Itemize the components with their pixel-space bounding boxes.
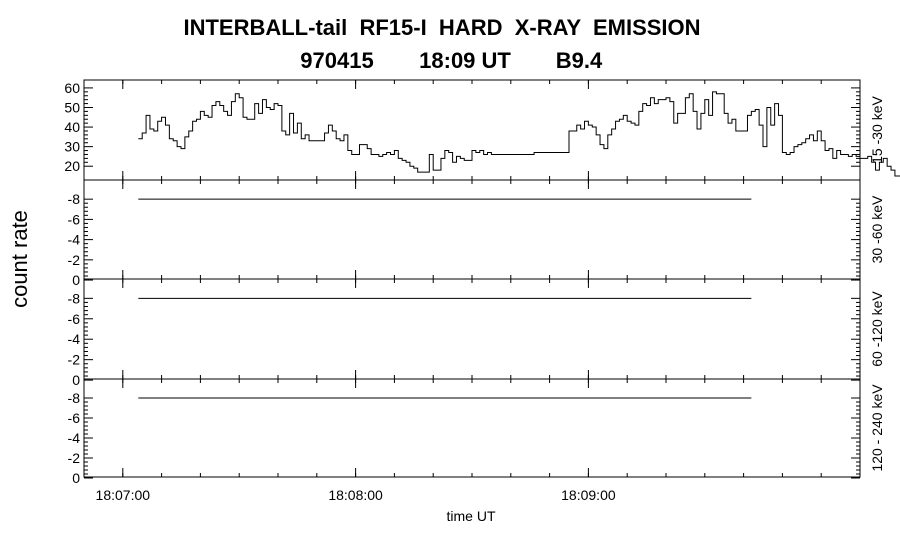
y-tick-label: -4 [68, 331, 81, 347]
panel-frame [83, 179, 861, 280]
panel-energy-label: 15 -30 keV [869, 95, 885, 163]
y-tick-label: -6 [68, 211, 81, 227]
panel-energy-label: 30 -60 keV [869, 195, 885, 263]
panel-energy-label: 120 - 240 keV [869, 384, 885, 472]
y-tick-label: -6 [68, 410, 81, 426]
y-tick-label: 40 [64, 119, 80, 135]
y-tick-label: 0 [72, 272, 80, 288]
x-tick-label: 18:09:00 [561, 487, 616, 503]
y-tick-label: -2 [68, 352, 81, 368]
subtitle-class: B9.4 [556, 48, 603, 73]
count-rate-series [138, 91, 900, 177]
y-tick-label: 60 [64, 80, 80, 96]
y-tick-label: -4 [68, 232, 81, 248]
y-tick-label: 50 [64, 99, 80, 115]
y-tick-label: 30 [64, 139, 80, 155]
y-tick-label: 0 [72, 470, 80, 486]
y-tick-label: -2 [68, 252, 81, 268]
x-tick-label: 18:07:00 [96, 487, 151, 503]
panel-energy-label: 60 -120 keV [869, 291, 885, 367]
y-tick-label: 20 [64, 158, 80, 174]
y-axis-label: count rate [7, 210, 32, 308]
panel-frame [83, 79, 861, 181]
subtitle-date: 970415 [300, 48, 373, 73]
y-tick-label: -4 [68, 430, 81, 446]
y-tick-label: -6 [68, 311, 81, 327]
panel-frame [83, 378, 861, 478]
chart-title: INTERBALL-tail RF15-I HARD X-RAY EMISSIO… [183, 15, 700, 40]
y-tick-label: -8 [68, 390, 81, 406]
x-axis-label: time UT [447, 508, 496, 524]
y-tick-label: 0 [72, 372, 80, 388]
y-tick-label: -8 [68, 191, 81, 207]
y-tick-label: -2 [68, 450, 81, 466]
panel-frame [83, 278, 861, 380]
panels-group: 20 30 40 50 60 15 -30 keV -8 -6 -4 -2 0 30 -60 keV -… [64, 79, 900, 503]
y-tick-label: -8 [68, 290, 81, 306]
subtitle-time: 18:09 UT [419, 48, 511, 73]
x-tick-label: 18:08:00 [328, 487, 383, 503]
